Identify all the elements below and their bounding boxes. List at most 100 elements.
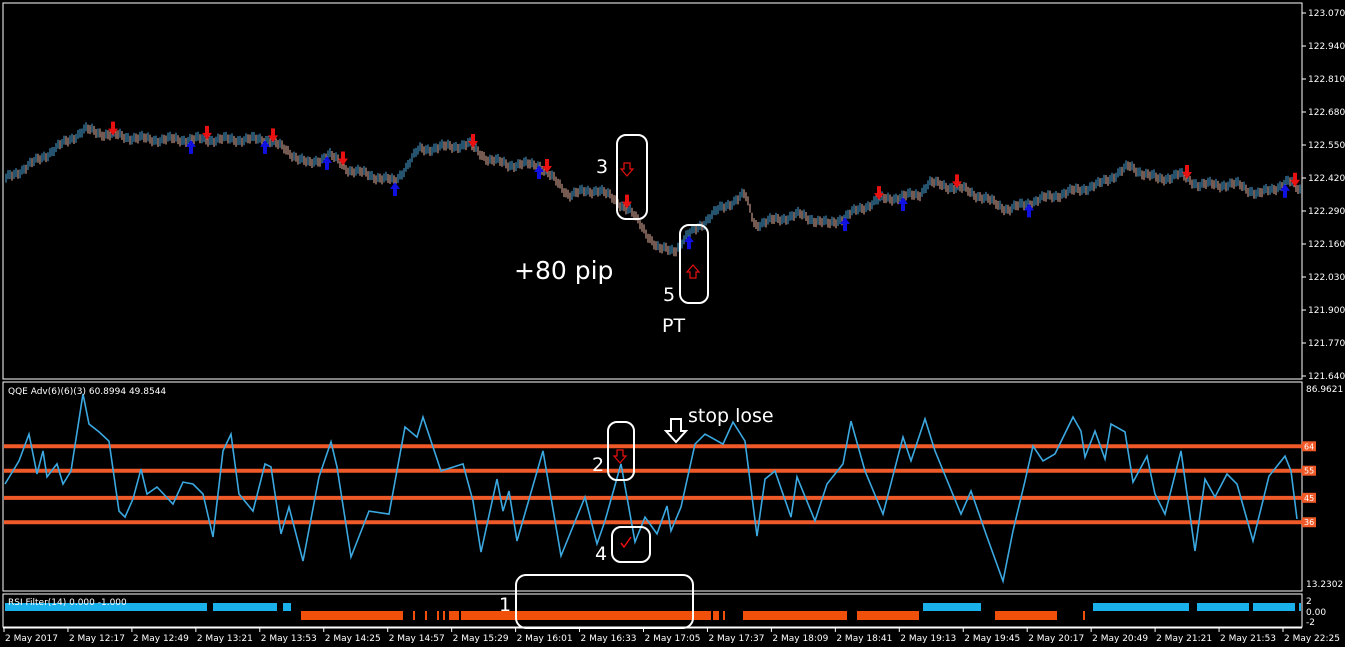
annotation-stop-lose: stop lose [688, 405, 774, 427]
buy-arrow-icon [260, 139, 270, 154]
rsi-bear-bar [449, 611, 459, 620]
buy-arrow-icon [322, 155, 332, 170]
sell-arrow-icon [108, 121, 118, 136]
time-tick-label: 2 May 13:21 [197, 634, 253, 644]
annotation-box-3 [616, 134, 648, 220]
sell-arrow-icon [1290, 172, 1300, 187]
time-tick-label: 2 May 18:41 [836, 634, 892, 644]
time-tick-label: 2 May 14:25 [325, 634, 381, 644]
rsi-bull-bar [213, 603, 277, 611]
rsi-bear-bar [995, 611, 1057, 620]
time-tick-label: 2 May 15:29 [453, 634, 509, 644]
time-tick-label: 2 May 17:05 [645, 634, 701, 644]
time-tick-label: 2 May 19:45 [964, 634, 1020, 644]
qqe-min-label: 13.2302 [1306, 580, 1343, 590]
sell-arrow-icon [542, 159, 552, 174]
time-tick-label: 2 May 21:21 [1156, 634, 1212, 644]
price-tick-label: 122.810 [1308, 75, 1345, 85]
rsi-bear-bar [857, 611, 919, 620]
rsi-bull-bar [5, 603, 207, 611]
time-tick-label: 2 May 12:17 [69, 634, 125, 644]
time-tick-label: 2 May 16:01 [517, 634, 573, 644]
annotation-label-pt: PT [662, 315, 685, 337]
qqe-level-label: 55 [1304, 467, 1314, 476]
rsi-bear-bar [413, 611, 415, 620]
buy-arrow-icon [534, 165, 544, 180]
qqe-level-badge [1302, 517, 1316, 528]
qqe-line [4, 393, 1298, 585]
price-tick-label: 121.900 [1308, 306, 1345, 316]
annotation-box-2 [607, 421, 635, 481]
qqe-max-label: 86.9621 [1306, 385, 1343, 395]
time-tick-label: 2 May 21:53 [1220, 634, 1276, 644]
hollow-sell-arrow-icon [619, 162, 635, 177]
sell-arrow-icon [622, 194, 632, 209]
check-mark-icon [620, 536, 632, 549]
rsi-tick-bottom: -2 [1306, 618, 1315, 628]
time-tick-label: 2 May 2017 [5, 634, 58, 644]
qqe-level-badge [1302, 492, 1316, 503]
annotation-box-4 [611, 526, 651, 563]
price-tick-label: 122.550 [1308, 141, 1345, 151]
rsi-bear-bar [743, 611, 847, 620]
buy-arrow-icon [186, 139, 196, 154]
buy-arrow-icon [1024, 203, 1034, 218]
annotation-label-2: 2 [592, 454, 604, 476]
time-tick-label: 2 May 20:49 [1092, 634, 1148, 644]
rsi-bear-bar [723, 611, 725, 620]
qqe-panel[interactable] [2, 381, 1303, 592]
qqe-level-badge [1302, 441, 1316, 452]
rsi-bull-bar [923, 603, 981, 611]
time-tick-label: 2 May 20:17 [1028, 634, 1084, 644]
annotation-label-1: 1 [499, 594, 511, 616]
rsi-bear-bar [713, 611, 719, 620]
qqe-level-label: 36 [1304, 518, 1314, 527]
rsi-bull-bar [1299, 603, 1301, 611]
price-tick-label: 121.770 [1308, 339, 1345, 349]
annotation-label-3: 3 [596, 156, 608, 178]
price-tick-label: 121.640 [1308, 372, 1345, 382]
sell-arrow-icon [874, 186, 884, 201]
qqe-level-label: 45 [1304, 494, 1314, 503]
rsi-bear-bar [301, 611, 403, 620]
price-tick-label: 122.160 [1308, 240, 1345, 250]
rsi-bear-bar [461, 611, 711, 620]
time-tick-label: 2 May 13:53 [261, 634, 317, 644]
rsi-bear-bar [437, 611, 439, 620]
rsi-bear-bar [425, 611, 427, 620]
price-tick-label: 122.030 [1308, 273, 1345, 283]
price-tick-label: 122.940 [1308, 42, 1345, 52]
time-tick-label: 2 May 18:09 [772, 634, 828, 644]
stop-arrow-icon [663, 418, 689, 444]
qqe-level-label: 64 [1304, 442, 1314, 451]
annotation-box-5 [679, 224, 709, 304]
sell-arrow-icon [952, 174, 962, 189]
sell-arrow-icon [1182, 165, 1192, 180]
rsi-filter-bars [5, 603, 1301, 620]
hollow-buy-arrow-icon [685, 264, 701, 279]
sell-arrow-icon [202, 125, 212, 140]
time-tick-label: 2 May 16:33 [581, 634, 637, 644]
signal-arrows [108, 121, 1300, 250]
annotation-label-5: 5 [663, 284, 675, 306]
price-tick-label: 123.070 [1308, 9, 1345, 19]
buy-arrow-icon [898, 197, 908, 212]
sell-arrow-icon [468, 133, 478, 148]
time-tick-label: 2 May 12:49 [133, 634, 189, 644]
buy-arrow-icon [684, 235, 694, 250]
price-tick-label: 122.420 [1308, 174, 1345, 184]
main-price-panel[interactable] [2, 2, 1303, 380]
buy-arrow-icon [840, 217, 850, 232]
qqe-level-badge [1302, 465, 1316, 476]
time-axis: 2 May 2017 2 May 12:17 2 May 12:49 2 May 13… [3, 628, 1340, 644]
buy-arrow-icon [390, 182, 400, 197]
rsi-bear-bar [1083, 611, 1085, 620]
time-tick-label: 2 May 17:37 [708, 634, 764, 644]
annotations: 3 5 PT +80 pip 2 stop lose 4 1 [499, 134, 774, 629]
rsi-bull-bar [283, 603, 291, 611]
rsi-tick-top: 2 [1306, 597, 1312, 607]
qqe-title: QQE Adv(6)(6)(3) 60.8994 49.8544 [8, 387, 166, 397]
rsi-bear-bar [443, 611, 445, 620]
price-tick-label: 122.680 [1308, 108, 1345, 118]
